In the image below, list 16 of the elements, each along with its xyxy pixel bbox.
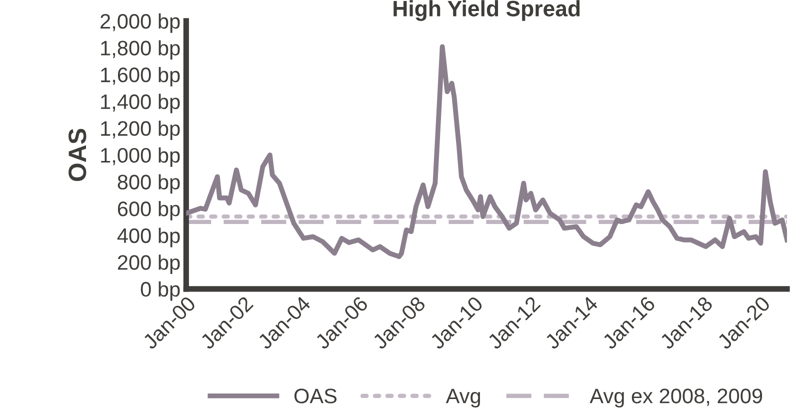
y-tick-label: 400 bp [117, 228, 180, 248]
y-tick-label: 1,000 bp [101, 147, 180, 167]
y-tick-label: 1,200 bp [101, 120, 180, 140]
y-tick-label: 1,600 bp [101, 67, 180, 86]
y-tick-label: 2,000 bp [100, 13, 180, 33]
legend-label: Avg ex 2008, 2009 [590, 388, 762, 408]
y-tick-label: 1,800 bp [101, 40, 180, 60]
y-tick-label: 200 bp [118, 254, 180, 274]
y-axis-title: OAS [68, 128, 86, 182]
y-tick-label: 1,400 bp [101, 94, 180, 114]
legend-label: Avg [446, 388, 480, 408]
line-series [186, 44, 788, 260]
chart-title: High Yield Spread [394, 0, 580, 21]
y-tick-label: 600 bp [118, 200, 180, 220]
legend-label: OAS [294, 388, 337, 404]
y-tick-label: 800 bp [118, 174, 180, 194]
